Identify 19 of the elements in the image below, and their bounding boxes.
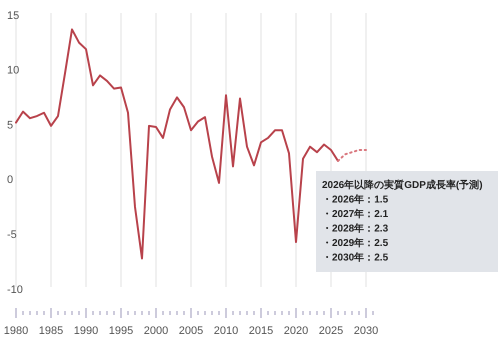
x-tick-label: 2015 [248,325,274,337]
y-tick-label: -10 [7,284,23,296]
y-tick-label: 5 [7,119,14,132]
x-tick-label: 1985 [38,325,64,337]
x-tick-label: 2020 [284,325,308,337]
line-series [337,149,367,162]
x-tick-label: 1990 [74,325,98,337]
y-tick-label: 10 [7,64,20,77]
x-tick-label: 2005 [178,325,204,337]
x-tick-label: 1980 [4,325,28,337]
y-tick-label: 15 [7,10,20,22]
y-tick-label: -5 [7,229,17,241]
y-tick-label: 0 [7,174,14,186]
x-tick-label: 2010 [214,325,238,337]
x-tick-label: 2000 [144,325,168,337]
x-tick-label: 2030 [354,325,378,337]
x-tick-label: 1995 [108,325,134,337]
x-tick-label: 2025 [318,325,344,337]
annotation: 2026年以降の実質GDP成長率(予測) ・2026年：1.5 ・2027年：2.1 ・2028年：2.3 ・2029年：2.5 ・2030年：2.5 [322,179,483,264]
